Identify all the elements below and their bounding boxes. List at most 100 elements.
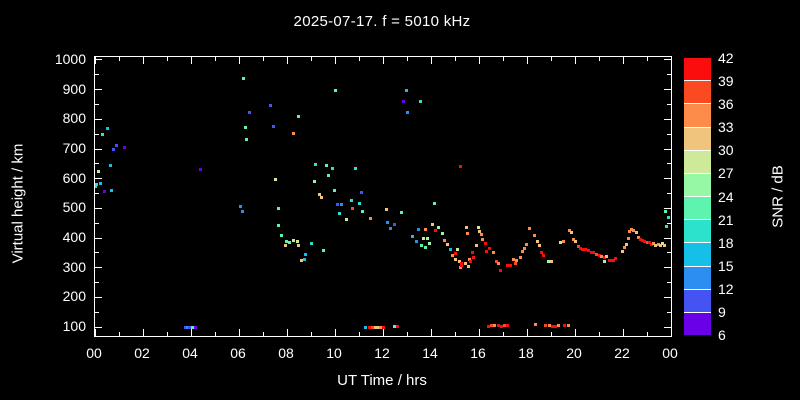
x-tick — [670, 329, 671, 336]
data-point — [199, 168, 203, 172]
data-point — [456, 248, 460, 252]
x-tick — [286, 57, 288, 64]
data-point — [392, 324, 396, 328]
y-tick-label: 600 — [62, 169, 86, 186]
data-point — [643, 240, 647, 244]
x-tick — [598, 57, 600, 61]
data-point — [464, 225, 468, 229]
data-point — [241, 76, 245, 80]
data-point — [537, 244, 541, 248]
x-tick-label: 10 — [326, 345, 342, 361]
x-tick — [454, 57, 456, 61]
data-point — [369, 216, 373, 220]
data-point — [533, 233, 537, 237]
x-tick — [646, 57, 648, 61]
data-point — [477, 225, 481, 229]
data-point — [487, 324, 491, 328]
data-point — [190, 325, 194, 329]
data-point — [478, 229, 482, 233]
data-point — [276, 206, 280, 210]
data-point — [248, 111, 252, 115]
y-tick — [95, 59, 102, 61]
data-point — [100, 132, 104, 136]
y-tick — [95, 89, 102, 91]
data-point — [489, 324, 493, 328]
y-tick — [667, 282, 671, 284]
colorbar-segment — [684, 127, 711, 150]
x-tick — [406, 57, 408, 61]
x-tick-label: 08 — [278, 345, 294, 361]
y-tick — [95, 133, 99, 135]
data-point — [483, 242, 487, 246]
data-point — [649, 243, 653, 247]
x-tick — [262, 57, 264, 61]
data-point — [99, 181, 103, 185]
data-point — [627, 229, 631, 233]
data-point — [485, 249, 489, 253]
data-point — [296, 115, 300, 119]
data-point — [386, 221, 390, 225]
data-point — [193, 325, 197, 329]
data-point — [406, 110, 410, 114]
data-point — [497, 261, 501, 265]
y-tick — [664, 267, 671, 269]
data-point — [414, 240, 418, 244]
colorbar-tick-label: 39 — [718, 73, 734, 90]
data-point — [445, 243, 449, 247]
data-point — [309, 242, 313, 246]
y-tick — [95, 282, 99, 284]
data-point — [634, 230, 638, 234]
data-point — [416, 227, 420, 231]
x-tick — [598, 332, 600, 336]
colorbar-segment — [684, 243, 711, 266]
data-point — [609, 258, 613, 262]
data-point — [468, 260, 472, 264]
data-point — [481, 238, 485, 242]
data-point — [357, 201, 361, 205]
data-point — [641, 238, 645, 242]
y-tick — [667, 133, 671, 135]
data-point — [626, 237, 630, 241]
x-tick — [358, 332, 360, 336]
data-point — [584, 247, 588, 251]
data-point — [268, 104, 272, 108]
data-point — [632, 228, 636, 232]
data-point — [431, 223, 435, 227]
y-tick-label: 400 — [62, 229, 86, 246]
data-point — [448, 247, 452, 251]
data-point — [238, 204, 242, 208]
x-tick-label: 22 — [614, 345, 630, 361]
data-point — [612, 259, 616, 263]
data-point — [607, 258, 611, 262]
data-point — [283, 244, 287, 248]
data-point — [534, 323, 538, 327]
data-point — [624, 243, 628, 247]
colorbar-segment — [684, 58, 711, 81]
data-point — [451, 254, 455, 258]
x-tick — [430, 329, 432, 336]
data-point — [491, 251, 495, 255]
x-tick-label: 02 — [134, 345, 150, 361]
y-tick — [95, 326, 102, 328]
data-point — [535, 239, 539, 243]
data-point — [636, 236, 640, 240]
data-point — [664, 209, 668, 213]
data-point — [567, 324, 571, 328]
x-tick — [190, 329, 192, 336]
data-point — [645, 241, 649, 244]
data-point — [487, 247, 491, 251]
colorbar-segment — [684, 173, 711, 197]
x-tick — [310, 332, 312, 336]
y-tick — [664, 296, 671, 298]
colorbar-title: SNR / dB — [769, 165, 787, 228]
y-tick — [664, 326, 671, 328]
data-point — [299, 259, 303, 263]
data-point — [457, 259, 461, 263]
y-tick — [95, 178, 102, 180]
y-tick — [667, 252, 671, 254]
data-point — [334, 89, 338, 93]
data-point — [604, 255, 608, 259]
data-point — [522, 246, 526, 250]
data-point — [581, 247, 585, 251]
data-point — [291, 131, 295, 135]
